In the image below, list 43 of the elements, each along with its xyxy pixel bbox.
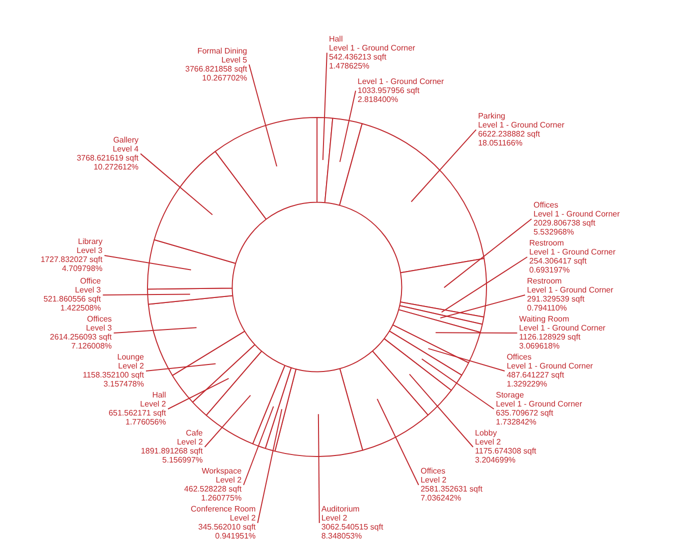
data-label: Level 2 651.562171 sqft 1.776056% — [108, 400, 167, 427]
slice-label: Waiting Room — [519, 314, 570, 324]
data-label: Level 1 - Ground Corner 1126.128929 sqft 3.069618% — [519, 324, 606, 351]
slice-label: Auditorium — [321, 504, 360, 514]
data-label: Level 1 - Ground Corner 2029.806738 sqft 5.532968% — [534, 210, 620, 237]
data-label: Level 2 345.562010 sqft 0.941951% — [198, 514, 256, 541]
data-label: Level 2 1175.674308 sqft 3.204699% — [475, 438, 538, 465]
data-label: Level 5 3766.821858 sqft 10.267702% — [185, 55, 248, 82]
data-label: Level 2 1891.891268 sqft 5.156997% — [140, 438, 204, 465]
data-label: Level 4 3768.621619 sqft 10.272612% — [76, 144, 140, 172]
slice-label: Restroom — [527, 276, 562, 286]
slice-label: Workspace — [202, 466, 242, 476]
data-label: Level 2 462.528228 sqft 1.260775% — [184, 476, 242, 503]
slice-label: Lounge — [117, 352, 145, 362]
data-label: Level 2 3062.540515 sqft 8.348053% — [321, 514, 384, 541]
slice-label: Hall — [328, 34, 343, 44]
data-label: Level 1 - Ground Corner 1033.957956 sqft 2.818400% — [358, 76, 444, 104]
data-label: Level 2 2581.352631 sqft 7.036242% — [420, 476, 484, 503]
data-label: Level 3 1727.832027 sqft 4.709798% — [40, 246, 104, 274]
slice-label: Office — [80, 276, 102, 286]
slice-label: Storage — [496, 390, 524, 400]
data-label: Level 1 - Ground Corner 291.329539 sqft 0.794110% — [527, 286, 614, 313]
data-label: Level 1 - Ground Corner 6622.238882 sqft 18.051166% — [478, 120, 565, 148]
slice-label: Conference Room — [190, 504, 256, 514]
slice-label: Lobby — [475, 428, 497, 438]
slice-label: Restroom — [529, 238, 564, 248]
slice-label: Offices — [420, 466, 446, 476]
slice-label: Offices — [534, 200, 558, 210]
data-label: Level 2 1158.352100 sqft 3.157478% — [82, 362, 145, 389]
slice-label: Hall — [152, 390, 166, 400]
slice-label: Parking — [478, 111, 506, 120]
slice-label: Gallery — [113, 135, 139, 144]
data-label: Level 1 - Ground Corner 542.436213 sqft 1.478625% — [328, 43, 416, 70]
slice-label: Offices — [506, 352, 532, 362]
data-label: Level 1 - Ground Corner 254.306417 sqft 0.693197% — [529, 248, 616, 275]
slice-label: Cafe — [186, 428, 204, 438]
data-label: Level 1 - Ground Corner 487.641227 sqft 1.329229% — [506, 362, 594, 389]
data-label: Level 3 2614.256093 sqft 7.126008% — [50, 324, 113, 351]
data-label: Level 3 521.860556 sqft 1.422508% — [43, 286, 102, 313]
slice-label: Formal Dining — [197, 46, 248, 56]
slice-label: Offices — [87, 314, 112, 324]
data-label: Level 1 - Ground Corner 635.709672 sqft 1.732842% — [496, 400, 582, 427]
slice-label: Library — [78, 237, 102, 246]
